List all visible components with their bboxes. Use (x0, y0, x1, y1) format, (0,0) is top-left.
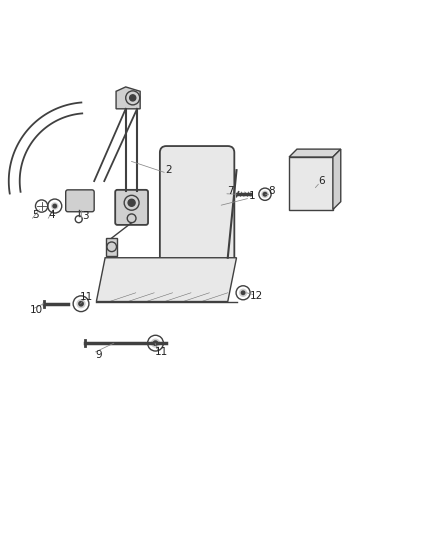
Polygon shape (106, 238, 117, 255)
Circle shape (241, 291, 245, 295)
Circle shape (77, 300, 85, 308)
Circle shape (263, 192, 267, 196)
Circle shape (79, 302, 83, 306)
Text: 5: 5 (32, 210, 39, 220)
Text: 2: 2 (165, 165, 172, 175)
Text: 1: 1 (248, 191, 255, 201)
Text: 12: 12 (250, 291, 263, 301)
FancyBboxPatch shape (115, 190, 148, 225)
Text: 4: 4 (48, 210, 55, 220)
Circle shape (262, 191, 268, 197)
Polygon shape (96, 258, 237, 302)
Polygon shape (289, 149, 341, 157)
Polygon shape (289, 157, 333, 209)
Text: 3: 3 (82, 211, 89, 221)
Text: 7: 7 (226, 186, 233, 196)
Text: 6: 6 (318, 176, 325, 186)
Circle shape (52, 203, 58, 209)
FancyBboxPatch shape (160, 146, 234, 264)
Circle shape (128, 199, 135, 206)
Text: 8: 8 (268, 186, 275, 196)
Circle shape (152, 339, 159, 347)
Circle shape (130, 95, 136, 101)
Circle shape (153, 341, 158, 345)
Circle shape (53, 204, 57, 208)
Text: 9: 9 (95, 350, 102, 360)
Text: 10: 10 (30, 305, 43, 316)
Polygon shape (116, 87, 140, 109)
FancyBboxPatch shape (66, 190, 94, 212)
Text: 11: 11 (155, 347, 168, 357)
Circle shape (240, 289, 247, 296)
Text: 11: 11 (80, 292, 93, 302)
Polygon shape (333, 149, 341, 209)
